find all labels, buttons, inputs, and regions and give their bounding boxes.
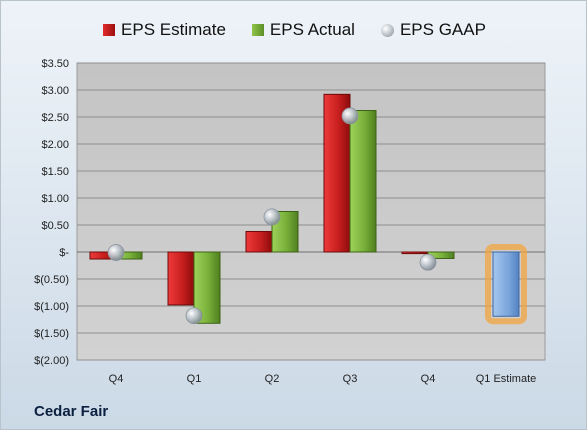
y-tick-label: $(1.50) <box>34 328 69 340</box>
x-tick-label: Q4 <box>421 373 436 385</box>
y-tick-label: $(0.50) <box>34 274 69 286</box>
y-tick-label: $(2.00) <box>34 355 69 367</box>
forecast-glow <box>485 244 527 325</box>
x-tick-label: Q1 Estimate <box>476 373 537 385</box>
chart-legend: EPS Estimate EPS Actual EPS GAAP <box>1 17 587 43</box>
y-tick-label: $2.50 <box>41 112 69 124</box>
legend-item-actual: EPS Actual <box>251 20 355 40</box>
y-tick-label: $(1.00) <box>34 301 69 313</box>
forecast-bar <box>492 251 520 317</box>
estimate-bar <box>167 251 195 306</box>
gaap-point <box>341 107 359 125</box>
gaap-swatch <box>380 23 394 37</box>
actual-swatch <box>251 24 264 36</box>
y-tick-label: $2.00 <box>41 139 69 151</box>
gaap-point <box>263 208 281 226</box>
legend-label-actual: EPS Actual <box>269 20 355 39</box>
x-tick-label: Q4 <box>109 373 124 385</box>
y-tick-label: $1.00 <box>41 193 69 205</box>
legend-item-gaap: EPS GAAP <box>380 20 486 40</box>
plot-area <box>76 62 546 361</box>
estimate-bar <box>245 230 273 253</box>
actual-bar <box>349 110 377 253</box>
x-tick-label: Q2 <box>265 373 280 385</box>
y-tick-label: $3.50 <box>41 58 69 70</box>
gaap-point <box>419 253 437 271</box>
y-tick-label: $3.00 <box>41 85 69 97</box>
legend-label-estimate: EPS Estimate <box>121 20 226 39</box>
legend-label-gaap: EPS GAAP <box>399 20 486 39</box>
y-tick-label: $1.50 <box>41 166 69 178</box>
estimate-swatch <box>103 24 116 36</box>
gaap-point <box>107 244 125 261</box>
legend-item-estimate: EPS Estimate <box>103 20 226 40</box>
y-tick-label: $- <box>59 247 69 259</box>
estimate-bar <box>401 251 429 255</box>
gaap-point <box>185 307 203 325</box>
company-name: Cedar Fair <box>34 403 109 420</box>
x-tick-label: Q3 <box>343 373 358 385</box>
eps-chart: $3.50 $3.00 $2.50 $2.00 $1.50 $1.00 $0.50 $- $(0… <box>34 58 546 385</box>
x-tick-label: Q1 <box>187 373 202 385</box>
y-tick-label: $0.50 <box>41 220 69 232</box>
